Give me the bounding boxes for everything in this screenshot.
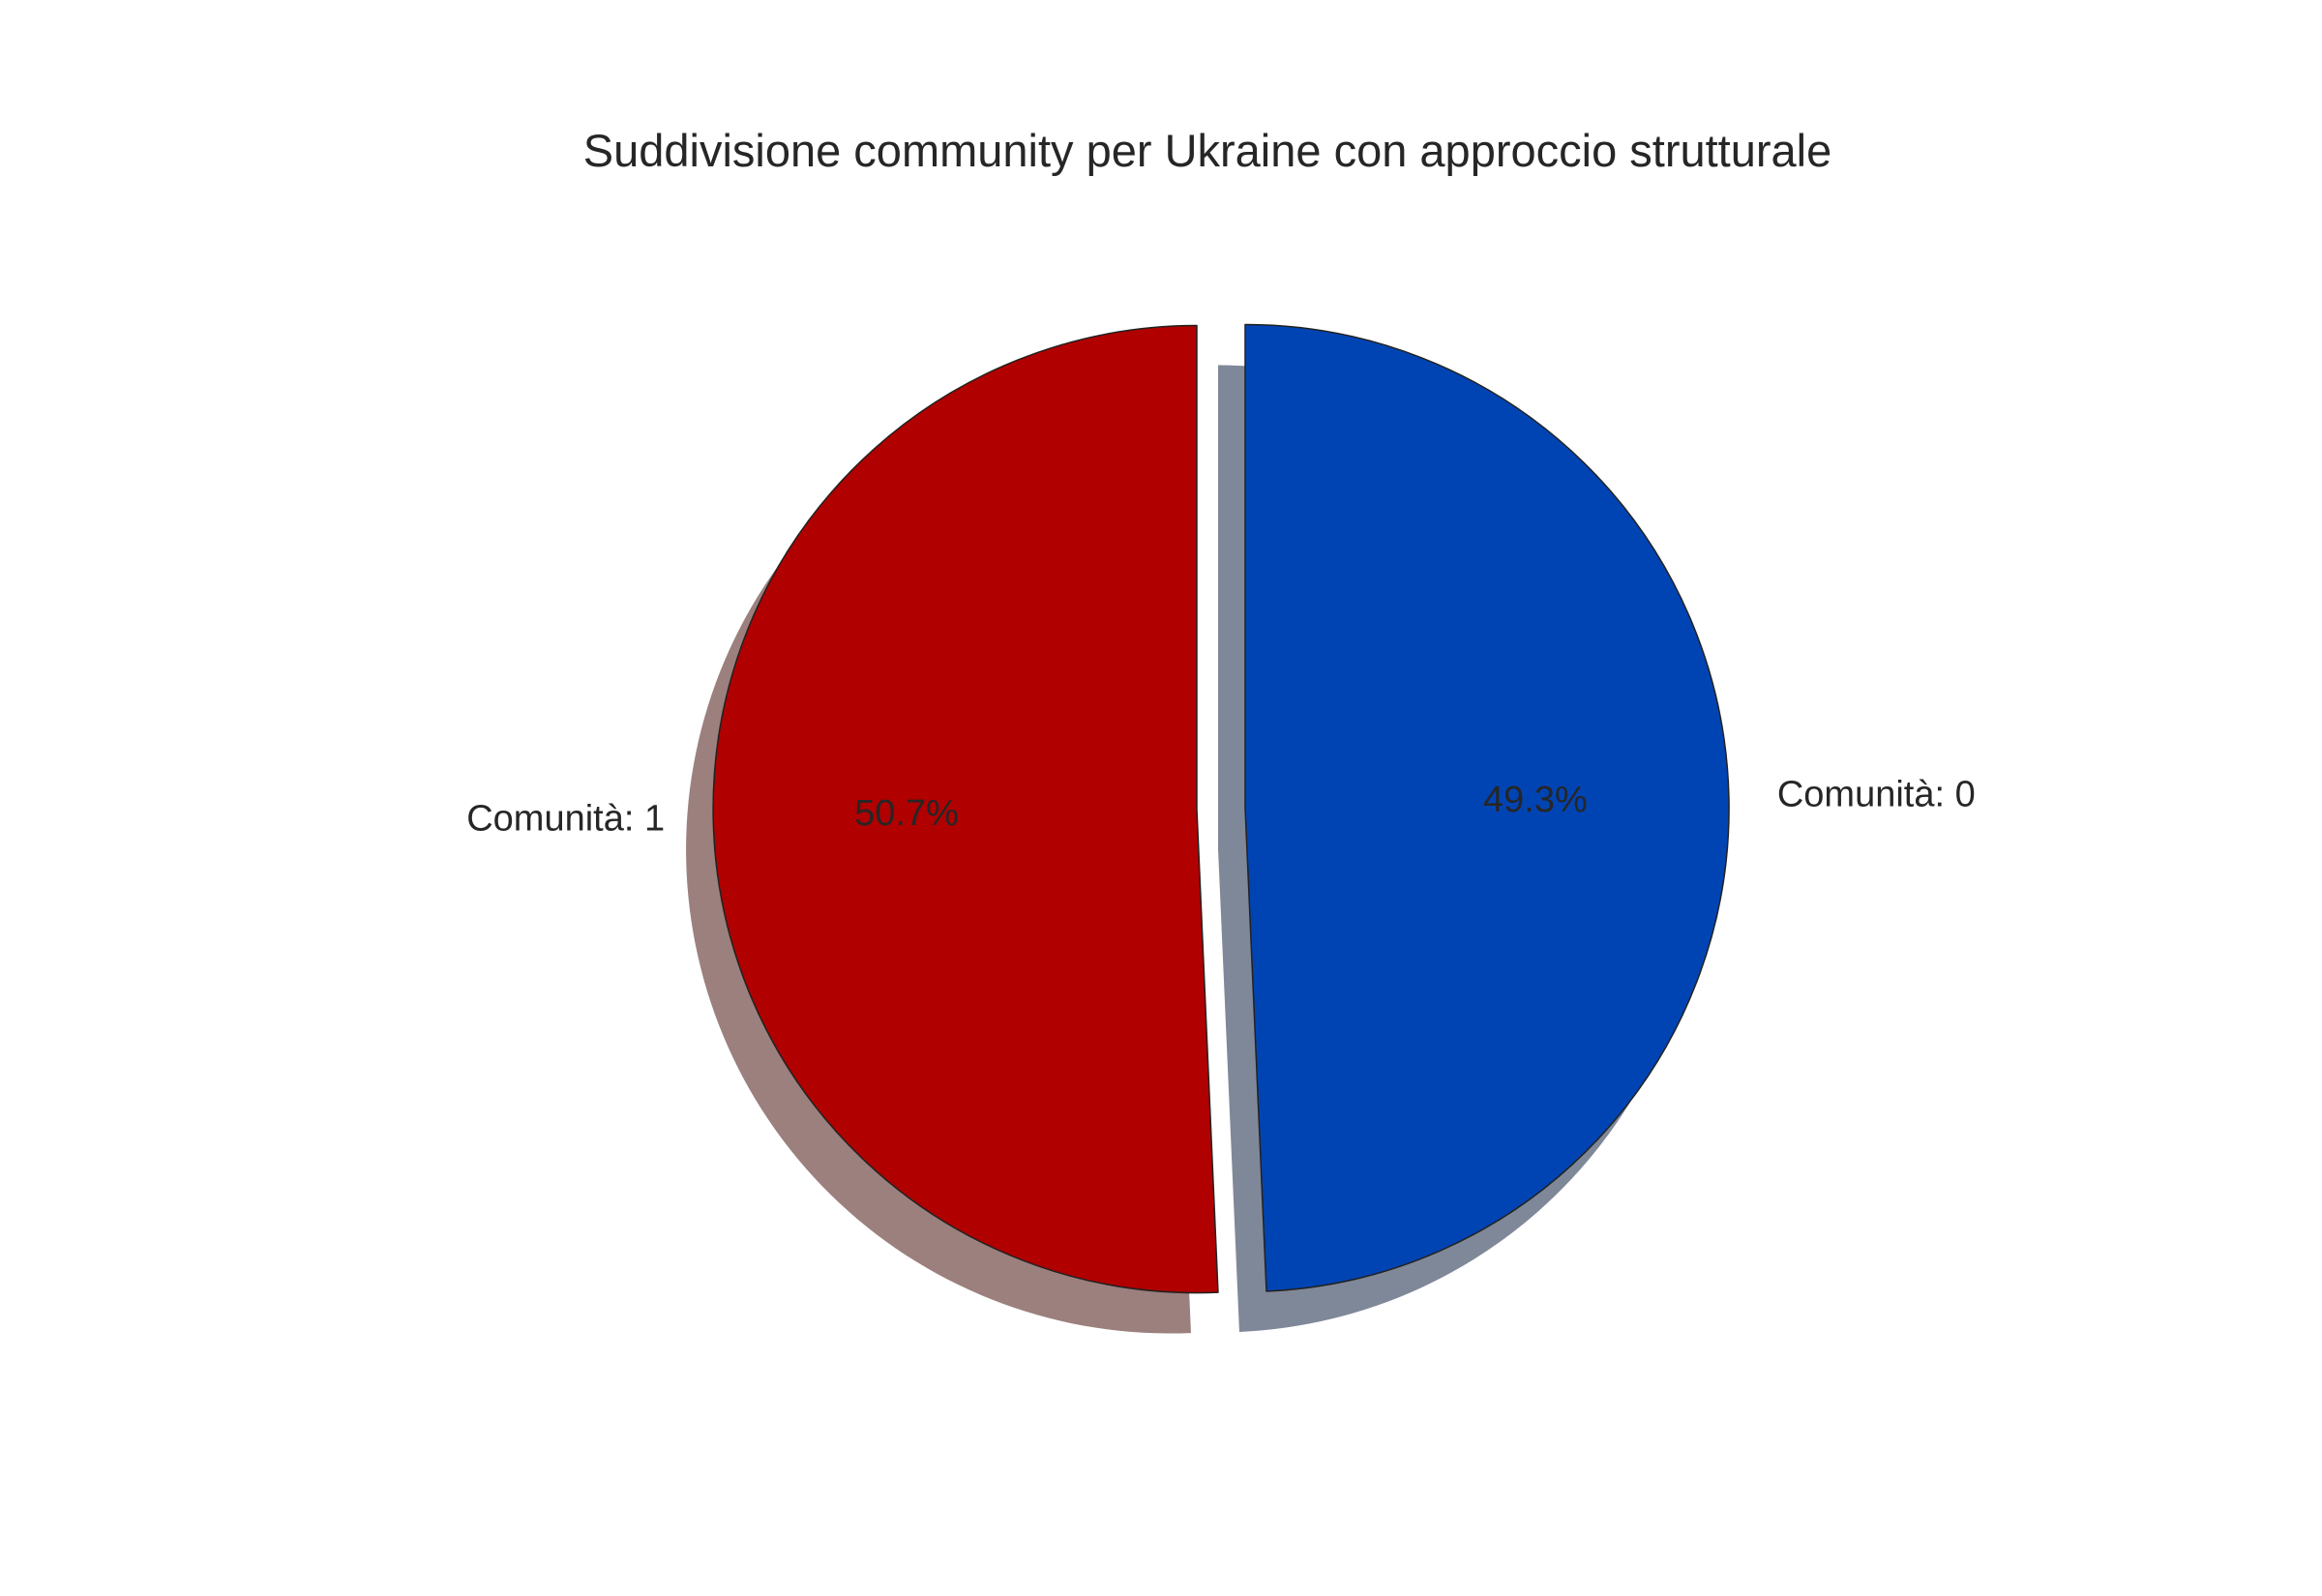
pct-label-comunita-1: 50.7% <box>854 793 959 834</box>
label-layer: Comunità: 0 49.3% Comunità: 1 50.7% <box>466 774 1976 839</box>
slice-layer <box>712 323 1730 1294</box>
chart-title: Suddivisione community per Ukraine con a… <box>583 125 1832 176</box>
pie-slice-comunita-0 <box>1244 323 1730 1292</box>
slice-label-comunita-0: Comunità: 0 <box>1777 774 1976 814</box>
pie-slice-comunita-1 <box>712 324 1219 1294</box>
pct-label-comunita-0: 49.3% <box>1483 780 1588 820</box>
slice-label-comunita-1: Comunità: 1 <box>466 799 665 840</box>
